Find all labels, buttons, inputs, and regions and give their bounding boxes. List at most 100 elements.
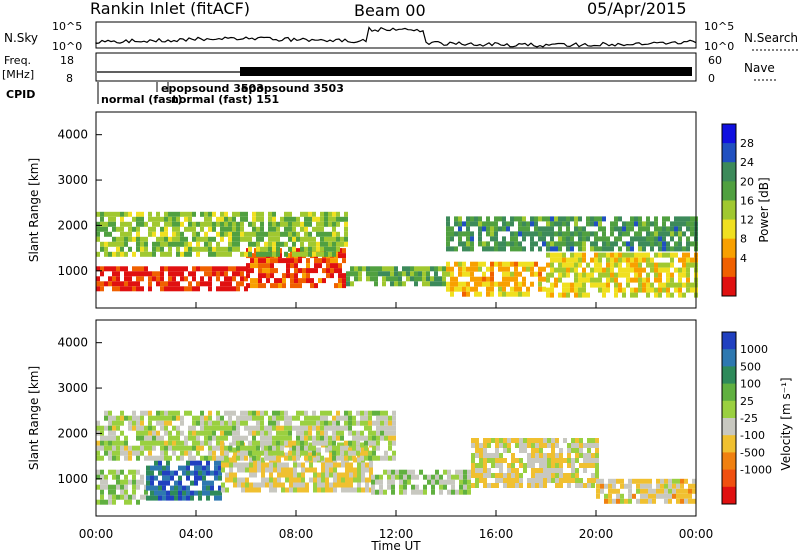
- range-gate-cell: [152, 246, 156, 252]
- range-gate-cell: [630, 257, 634, 263]
- range-gate-cell: [229, 477, 233, 483]
- range-gate-cell: [478, 236, 482, 242]
- range-gate-cell: [567, 463, 571, 468]
- range-gate-cell: [630, 287, 634, 293]
- range-gate-cell: [446, 231, 450, 237]
- range-gate-cell: [144, 221, 148, 227]
- range-gate-cell: [116, 455, 120, 461]
- range-gate-cell: [100, 211, 104, 217]
- range-gate-cell: [430, 281, 434, 287]
- range-gate-cell: [342, 273, 346, 279]
- range-gate-cell: [622, 221, 626, 227]
- range-gate-cell: [308, 221, 312, 227]
- range-gate-cell: [256, 455, 260, 461]
- range-gate-cell: [198, 465, 202, 471]
- range-gate-cell: [172, 231, 176, 237]
- range-gate-cell: [170, 470, 174, 476]
- range-gate-cell: [245, 482, 249, 488]
- range-gate-cell: [180, 455, 184, 461]
- range-gate-cell: [332, 435, 336, 441]
- range-gate-cell: [188, 226, 192, 232]
- range-gate-cell: [200, 420, 204, 426]
- range-gate-cell: [144, 266, 148, 272]
- range-gate-cell: [228, 241, 232, 247]
- range-gate-cell: [378, 271, 382, 277]
- range-gate-cell: [176, 231, 180, 237]
- range-gate-cell: [338, 273, 342, 279]
- range-gate-cell: [194, 480, 198, 486]
- range-gate-cell: [285, 452, 289, 458]
- range-gate-cell: [610, 277, 614, 283]
- range-gate-cell: [674, 226, 678, 232]
- range-gate-cell: [614, 282, 618, 288]
- range-gate-cell: [602, 272, 606, 278]
- range-gate-cell: [503, 448, 507, 453]
- range-gate-cell: [244, 231, 248, 237]
- range-gate-cell: [192, 425, 196, 431]
- range-gate-cell: [579, 438, 583, 443]
- range-gate-cell: [192, 430, 196, 436]
- range-gate-cell: [320, 251, 324, 257]
- range-gate-cell: [352, 435, 356, 441]
- range-gate-cell: [124, 236, 128, 242]
- range-gate-cell: [180, 211, 184, 217]
- range-gate-cell: [337, 482, 341, 488]
- range-gate-cell: [214, 470, 218, 476]
- range-gate-cell: [337, 442, 341, 448]
- range-gate-cell: [650, 221, 654, 227]
- range-gate-cell: [522, 261, 526, 267]
- range-gate-cell: [184, 211, 188, 217]
- range-gate-cell: [514, 281, 518, 287]
- range-gate-cell: [154, 490, 158, 496]
- range-gate-cell: [296, 216, 300, 222]
- range-gate-cell: [304, 450, 308, 456]
- range-gate-cell: [435, 474, 439, 480]
- range-gate-cell: [361, 472, 365, 478]
- range-gate-cell: [228, 410, 232, 416]
- range-gate-cell: [229, 467, 233, 473]
- range-gate-cell: [128, 231, 132, 237]
- range-gate-cell: [579, 443, 583, 448]
- range-gate-cell: [100, 484, 104, 490]
- freq-label-line1: Freq.: [4, 54, 31, 67]
- range-gate-cell: [284, 425, 288, 431]
- range-gate-cell: [543, 473, 547, 478]
- range-gate-cell: [224, 266, 228, 272]
- range-gate-cell: [487, 453, 491, 458]
- range-gate-cell: [612, 498, 616, 504]
- range-gate-cell: [208, 226, 212, 232]
- range-gate-cell: [289, 482, 293, 488]
- range-gate-cell: [104, 246, 108, 252]
- range-gate-cell: [108, 489, 112, 495]
- range-gate-cell: [252, 216, 256, 222]
- range-gate-cell: [284, 226, 288, 232]
- range-gate-cell: [595, 438, 599, 443]
- range-gate-cell: [499, 458, 503, 463]
- range-gate-cell: [344, 410, 348, 416]
- range-gate-cell: [273, 487, 277, 493]
- range-gate-cell: [586, 221, 590, 227]
- range-gate-cell: [690, 221, 694, 227]
- range-gate-cell: [342, 283, 346, 289]
- range-gate-cell: [240, 236, 244, 242]
- range-gate-cell: [288, 435, 292, 441]
- range-gate-cell: [642, 252, 646, 258]
- range-gate-cell: [144, 455, 148, 461]
- range-gate-cell: [208, 410, 212, 416]
- range-gate-cell: [479, 468, 483, 473]
- range-gate-cell: [626, 267, 630, 273]
- colorbar-tick-label: -100: [740, 429, 765, 442]
- range-gate-cell: [546, 252, 550, 258]
- range-gate-cell: [294, 273, 298, 279]
- range-gate-cell: [214, 490, 218, 496]
- range-gate-cell: [608, 498, 612, 504]
- range-gate-cell: [583, 458, 587, 463]
- range-gate-cell: [658, 226, 662, 232]
- range-gate-cell: [328, 221, 332, 227]
- range-gate-cell: [474, 276, 478, 282]
- range-gate-cell: [317, 487, 321, 493]
- range-gate-cell: [112, 286, 116, 292]
- range-gate-cell: [326, 273, 330, 279]
- range-gate-cell: [152, 435, 156, 441]
- range-gate-cell: [100, 216, 104, 222]
